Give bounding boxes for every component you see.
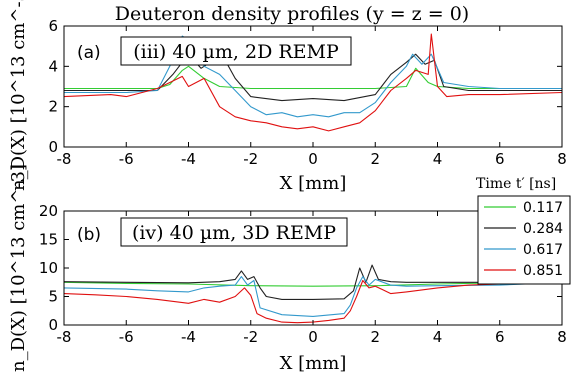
figure-title: Deuteron density profiles (y = z = 0): [115, 3, 469, 25]
panel-a-xtick-label: 8: [557, 150, 567, 168]
panel-b-xticks: -8 -6 -4 -2 0 2 4 6 8: [57, 211, 567, 346]
panel-a-label: (iii) 40 µm, 2D REMP: [133, 41, 339, 63]
panel-a-ytick-label: 4: [48, 57, 58, 75]
panel-b-ylabel: n_D(X) [10^13 cm^-3]: [8, 164, 29, 372]
panel-a-series-0_117: [64, 65, 562, 90]
panel-a-ytick-label: 0: [48, 138, 58, 156]
legend-label-0_117: 0.117: [523, 200, 563, 216]
panel-b-series-0_284: [63, 264, 563, 300]
panel-b-label-box: [120, 217, 348, 247]
panel-b-yticks: 0 5 10 15 20: [39, 202, 562, 334]
panel-a-xtick-label: -8: [57, 150, 72, 168]
panel-b-xtick-label: 0: [308, 328, 318, 346]
legend-entries: 0.117 0.284 0.617 0.851: [484, 200, 563, 279]
panel-a-xtick-label: 6: [495, 150, 505, 168]
panel-a-xtick-label: -6: [119, 150, 134, 168]
legend-box: [477, 195, 571, 285]
panel-a-xtick-label: 4: [433, 150, 443, 168]
legend-label-0_851: 0.851: [523, 263, 563, 279]
panel-b-ytick-label: 5: [48, 288, 58, 306]
panel-b-xlabel: X [mm]: [280, 353, 347, 374]
legend: Time t′ [ns] 0.117 0.284 0.617 0.851: [476, 176, 571, 285]
panel-b-series-0_851: [63, 279, 563, 324]
panel-b-xtick-label: -6: [119, 328, 134, 346]
legend-title: Time t′ [ns]: [476, 176, 556, 192]
panel-b-ytick-label: 15: [39, 231, 58, 249]
panel-b-xtick-label: 2: [370, 328, 380, 346]
panel-a-tag: (a): [77, 43, 101, 63]
panel-b-tag: (b): [77, 225, 101, 245]
panel-a-series-0_851: [63, 33, 563, 132]
panel-b-series-0_617: [63, 276, 563, 317]
panel-b-xtick-label: 6: [495, 328, 505, 346]
panel-b: -8 -6 -4 -2 0 2 4 6 8 0 5 10 15 20 (b) (iv) 40 µm, 3…: [8, 164, 567, 374]
panel-b-ytick-label: 20: [39, 202, 58, 220]
panel-a-ylabel: n_D(X) [10^13 cm^-3]: [8, 0, 29, 191]
panel-b-label: (iv) 40 µm, 3D REMP: [132, 222, 336, 244]
panel-a-xlabel: X [mm]: [280, 173, 347, 194]
panel-b-ytick-label: 10: [39, 259, 58, 277]
panel-a-xtick-label: 0: [308, 150, 318, 168]
panel-b-xtick-label: -4: [181, 328, 196, 346]
legend-label-0_617: 0.617: [523, 242, 563, 258]
panel-a-ytick-label: 6: [48, 17, 58, 35]
panel-a-xtick-label: -2: [243, 150, 258, 168]
panel-b-ytick-label: 0: [48, 316, 58, 334]
panel-a-yticks: 0 2 4 6: [48, 17, 562, 156]
panel-b-xtick-label: -2: [243, 328, 258, 346]
panel-a: -8 -6 -4 -2 0 2 4 6 8 0 2 4 6 (a) (iii) 40 µm, 2D R…: [8, 0, 567, 194]
panel-a-label-box: [120, 36, 352, 66]
panel-a-ytick-label: 2: [48, 98, 58, 116]
panel-a-xticks: -8 -6 -4 -2 0 2 4 6 8: [57, 26, 567, 168]
panel-b-xtick-label: 8: [557, 328, 567, 346]
panel-b-xtick-label: 4: [433, 328, 443, 346]
panel-b-xtick-label: -8: [57, 328, 72, 346]
panel-a-xtick-label: 2: [370, 150, 380, 168]
legend-label-0_284: 0.284: [523, 221, 563, 237]
panel-a-xtick-label: -4: [181, 150, 196, 168]
